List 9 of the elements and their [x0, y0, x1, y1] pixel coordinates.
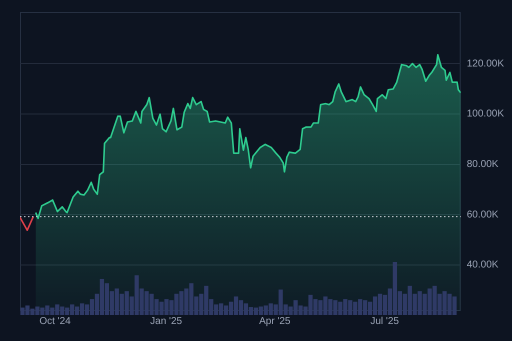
- x-tick-label: Oct '24: [39, 316, 72, 327]
- x-tick-label: Jan '25: [150, 316, 183, 327]
- y-tick-label: 60.00K: [466, 209, 499, 220]
- x-tick-label: Apr '25: [259, 316, 291, 327]
- y-tick-label: 120.00K: [466, 58, 504, 70]
- y-tick-label: 40.00K: [466, 260, 499, 271]
- y-tick-label: 100.00K: [466, 108, 504, 120]
- y-tick-label: 80.00K: [466, 159, 499, 170]
- x-tick-label: Jul '25: [370, 316, 400, 327]
